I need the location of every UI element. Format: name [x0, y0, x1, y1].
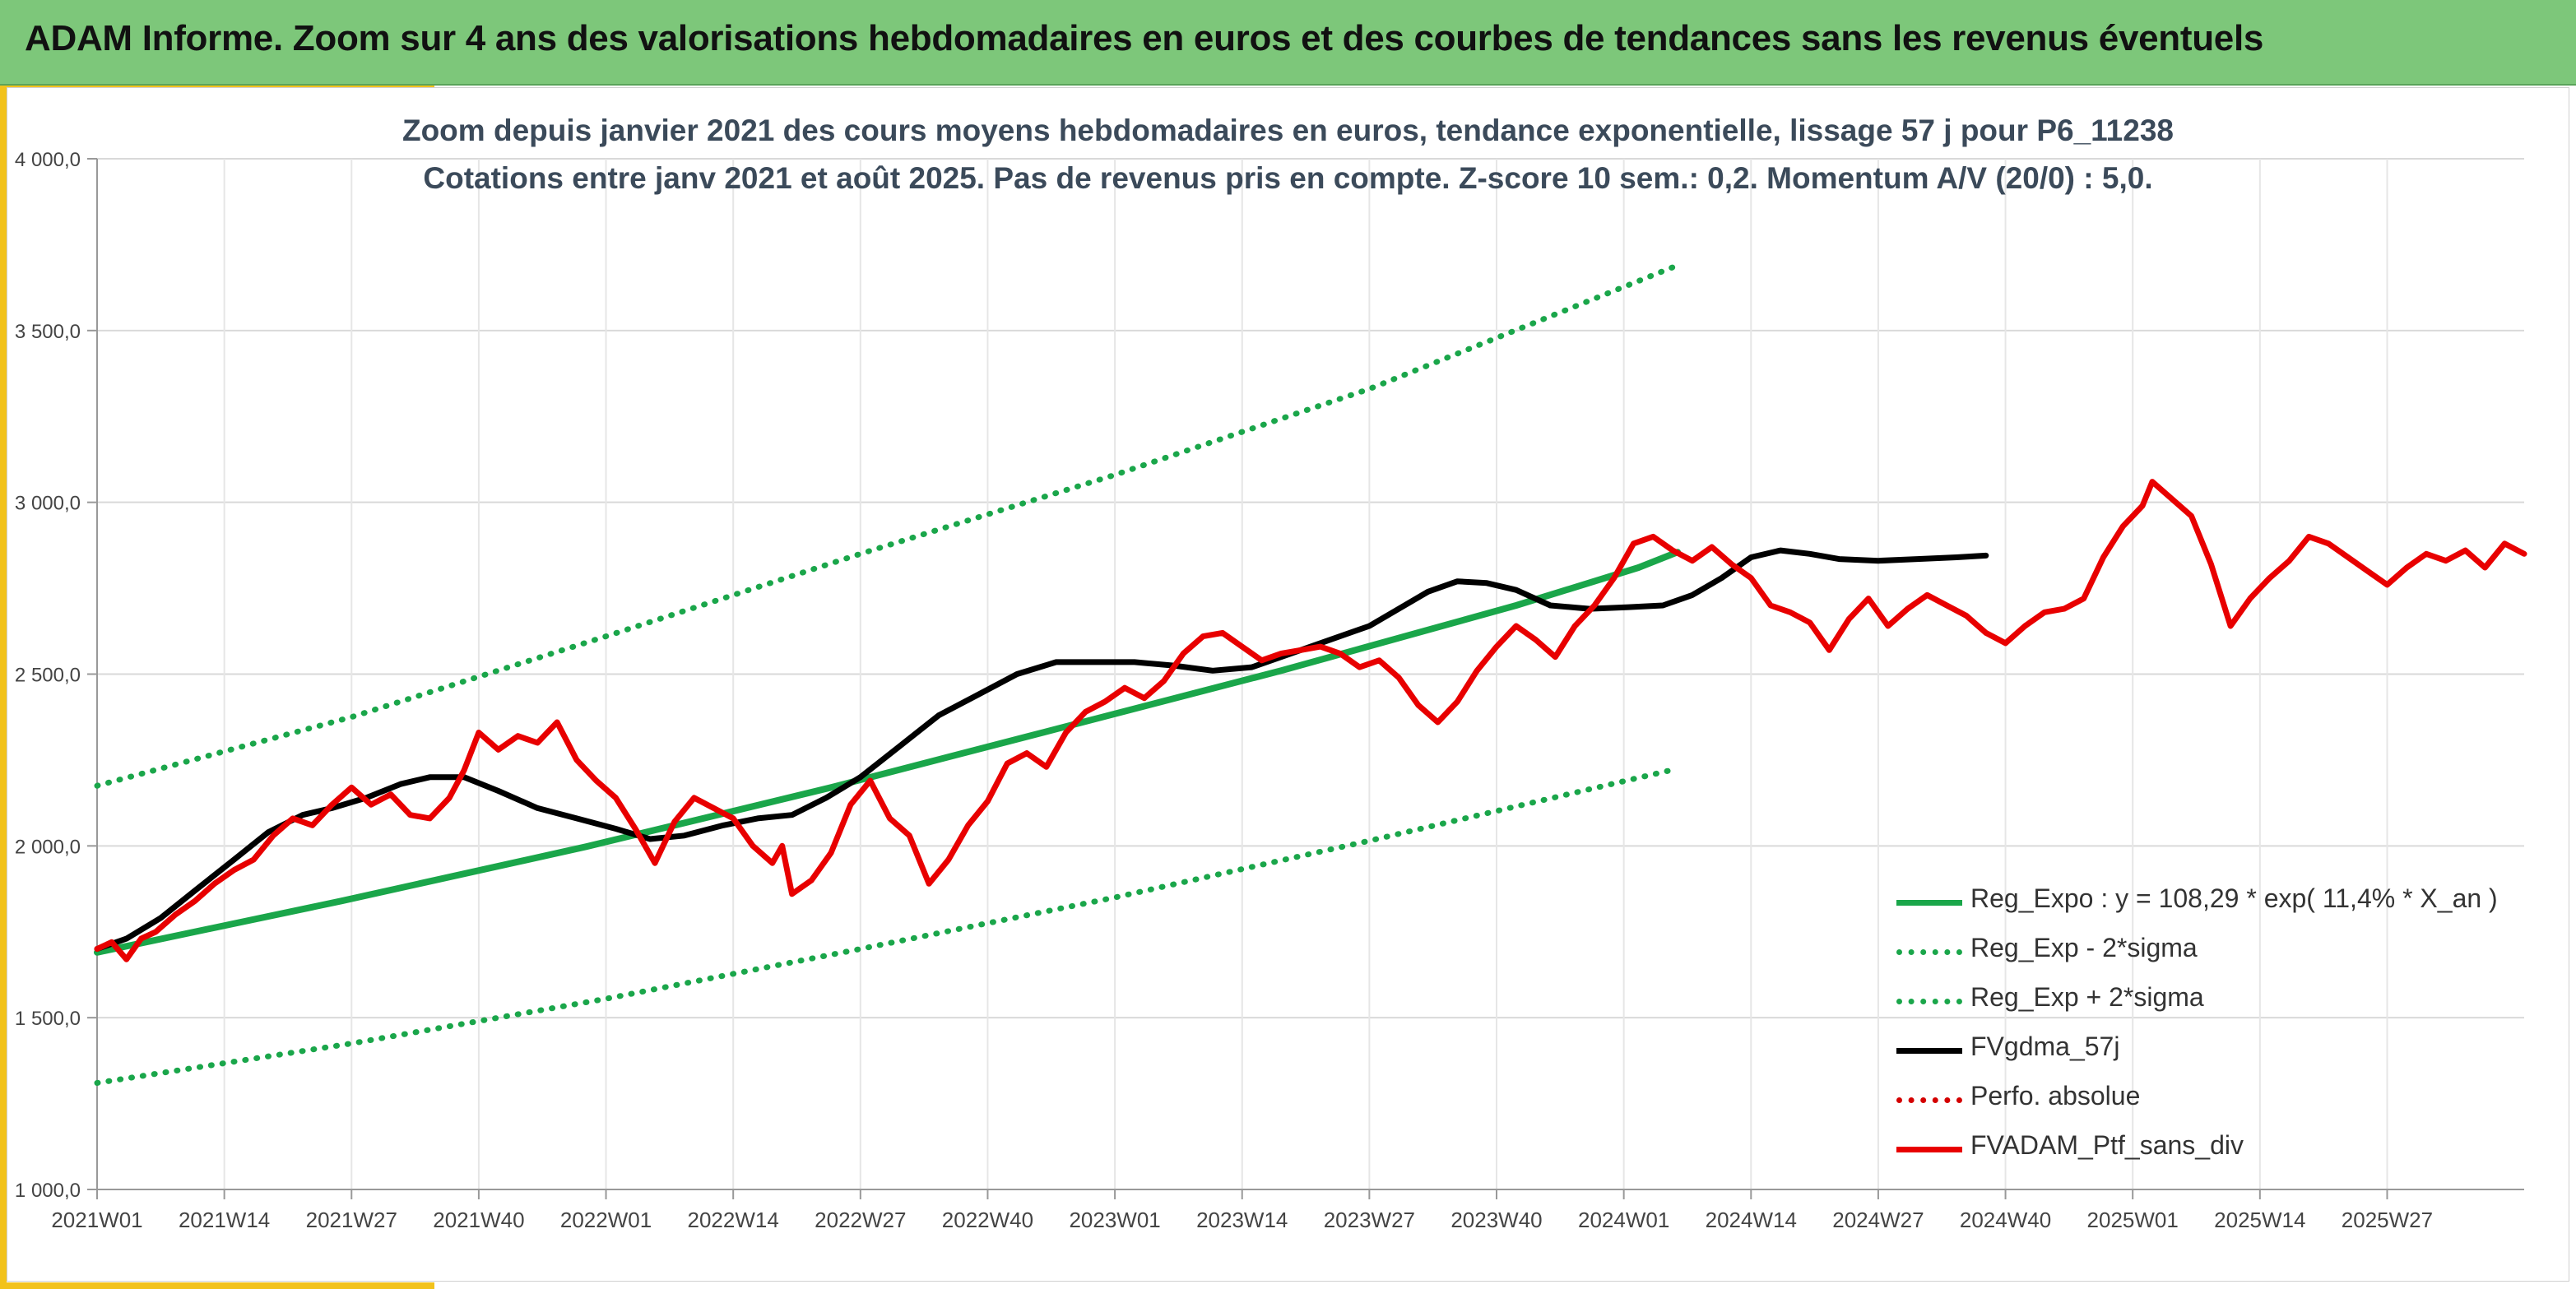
- series-sigma-band: [94, 765, 1681, 1086]
- y-tick-label: 3 000,0: [15, 493, 81, 515]
- series-gdma-57j: [94, 547, 1989, 953]
- x-tick-label: 2025W14: [2214, 1208, 2305, 1232]
- legend-item-reg-exp-plus: Reg_Exp + 2*sigma: [1896, 976, 2522, 1025]
- x-tick-label: 2022W14: [688, 1208, 779, 1232]
- legend-swatch-reg-exp-plus: [1896, 999, 1962, 1004]
- x-tick-label: 2023W01: [1069, 1208, 1160, 1232]
- accent-bar-bottom: [0, 1282, 434, 1289]
- series-sigma-band: [94, 262, 1681, 789]
- legend-swatch-gdma: [1896, 1048, 1962, 1054]
- x-tick-label: 2025W27: [2342, 1208, 2433, 1232]
- y-tick-label: 3 500,0: [15, 321, 81, 343]
- x-tick-label: 2024W40: [1960, 1208, 2051, 1232]
- series-layer: [94, 262, 2527, 1086]
- x-tick-label: 2021W27: [306, 1208, 397, 1232]
- axis-layer: 1 000,0 1 500,0 2 000,0 2 500,0 3 000,0 3 500…: [15, 149, 2524, 1232]
- legend-label-reg-exp-plus: Reg_Exp + 2*sigma: [1970, 982, 2204, 1012]
- x-tick-label: 2022W01: [560, 1208, 652, 1232]
- chart-title: Zoom depuis janvier 2021 des cours moyen…: [401, 114, 2174, 147]
- x-tick-label: 2021W40: [433, 1208, 524, 1232]
- x-tick-label: 2025W01: [2087, 1208, 2179, 1232]
- legend-swatch-ptf: [1896, 1147, 1962, 1152]
- x-tick-label: 2023W14: [1196, 1208, 1288, 1232]
- legend-label-reg-exp-minus: Reg_Exp - 2*sigma: [1970, 933, 2198, 962]
- chart-subtitle: Cotations entre janv 2021 et août 2025. …: [423, 161, 2153, 195]
- legend-item-gdma: FVgdma_57j: [1896, 1025, 2522, 1074]
- page-title: ADAM Informe. Zoom sur 4 ans des valoris…: [25, 18, 2264, 58]
- legend-label-gdma: FVgdma_57j: [1970, 1032, 2120, 1061]
- legend-item-ptf: FVADAM_Ptf_sans_div: [1896, 1124, 2522, 1173]
- chart-frame: [7, 87, 2569, 1282]
- legend-swatch-reg-expo: [1896, 900, 1962, 906]
- legend-item-perfo: Perfo. absolue: [1896, 1074, 2522, 1124]
- legend-label-ptf: FVADAM_Ptf_sans_div: [1970, 1130, 2244, 1160]
- x-tick-label: 2021W01: [51, 1208, 142, 1232]
- x-tick-label: 2024W01: [1578, 1208, 1669, 1232]
- x-tick-label: 2021W14: [179, 1208, 270, 1232]
- y-tick-label: 1 000,0: [15, 1180, 81, 1202]
- header-banner: ADAM Informe. Zoom sur 4 ans des valoris…: [0, 0, 2576, 86]
- x-tick-label: 2023W27: [1324, 1208, 1415, 1232]
- x-tick-label: 2023W40: [1450, 1208, 1542, 1232]
- y-tick-label: 2 000,0: [15, 836, 81, 858]
- legend-item-reg-exp-minus: Reg_Exp - 2*sigma: [1896, 926, 2522, 976]
- accent-bar-left: [0, 86, 7, 1287]
- legend-swatch-perfo: [1896, 1097, 1962, 1103]
- y-tick-label: 2 500,0: [15, 665, 81, 687]
- legend-swatch-reg-exp-minus: [1896, 949, 1962, 955]
- legend-label-reg-expo: Reg_Expo : y = 108,29 * exp( 11,4% * X_a…: [1970, 883, 2498, 913]
- x-tick-label: 2024W14: [1706, 1208, 1797, 1232]
- y-tick-label: 4 000,0: [15, 149, 81, 171]
- x-tick-label: 2022W40: [942, 1208, 1033, 1232]
- x-tick-label: 2024W27: [1832, 1208, 1924, 1232]
- series-ptf-sans-div: [94, 479, 2527, 962]
- legend-item-reg-expo: Reg_Expo : y = 108,29 * exp( 11,4% * X_a…: [1896, 877, 2522, 926]
- y-tick-label: 1 500,0: [15, 1008, 81, 1030]
- legend-label-perfo: Perfo. absolue: [1970, 1081, 2141, 1110]
- x-tick-label: 2022W27: [815, 1208, 906, 1232]
